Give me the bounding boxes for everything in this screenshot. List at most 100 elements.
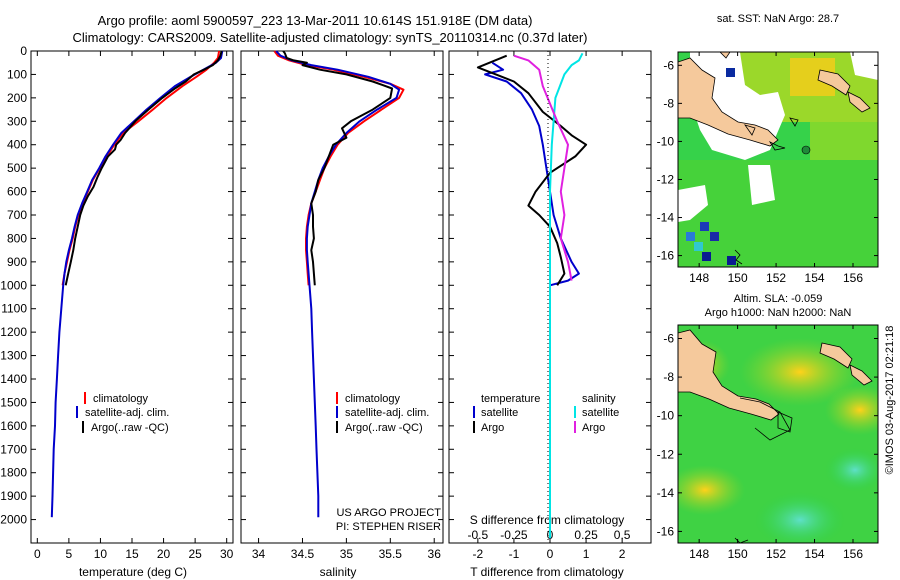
map-x-tick-label: 152: [766, 271, 786, 285]
series-line-t-satellite: [484, 61, 580, 539]
island-land: [847, 91, 871, 113]
map-y-tick-label: -16: [657, 524, 675, 538]
map-y-tick-label: -6: [663, 332, 674, 346]
new-britain-land: [819, 342, 853, 369]
x-tick-label: 30: [220, 547, 234, 561]
map-y-tick-label: -12: [657, 447, 675, 461]
sst-cold-pixel: [694, 242, 703, 251]
y-tick-label: 1300: [0, 349, 27, 363]
x-tick-label: 35: [340, 547, 354, 561]
sst-cloud-gap: [748, 165, 775, 205]
header-line1: Argo profile: aoml 5900597_223 13-Mar-20…: [98, 13, 533, 28]
sst-map: [678, 52, 878, 267]
x-tick-label: 25: [188, 547, 202, 561]
reef-outline: [734, 249, 743, 265]
legend-temperature-title: temperature: [481, 393, 540, 405]
y-tick-label: 1200: [0, 325, 27, 339]
axis-ticks: 0 5 10 15 20 25 300100200300400500600700800900…: [0, 44, 651, 561]
sst-cold-pixel: [710, 232, 719, 241]
salinity-legend: climatology satellite-adj. clim. Argo(..…: [336, 392, 441, 533]
y-tick-label: 600: [7, 185, 27, 199]
y-tick-label: 500: [7, 161, 27, 175]
map-y-tick-label: -12: [657, 172, 675, 186]
y-tick-label: 2000: [0, 513, 27, 527]
argo-float-marker: [801, 145, 811, 155]
island-outline: [789, 117, 799, 127]
map-x-tick-label: 156: [843, 547, 863, 561]
new-guinea-land: [678, 57, 779, 147]
sla-low: [755, 492, 845, 543]
x-tick-label: 2: [619, 547, 626, 561]
island-outline: [744, 124, 756, 136]
map-x-tick-label: 148: [689, 547, 709, 561]
x-top-tick-label: 0.25: [574, 528, 598, 542]
y-tick-label: 0: [20, 44, 27, 58]
x-tick-label: 15: [125, 547, 139, 561]
y-tick-label: 1000: [0, 278, 27, 292]
map-x-tick-label: 154: [805, 271, 825, 285]
legend-t-sat: satellite: [481, 407, 518, 419]
y-tick-label: 1500: [0, 395, 27, 409]
series-line-satellite-adj-clim-: [50, 50, 224, 518]
y-tick-label: 300: [7, 114, 27, 128]
sst-map-title: sat. SST: NaN Argo: 28.7: [717, 13, 839, 25]
reef-outline: [734, 537, 749, 543]
x-tick-label: 35.5: [379, 547, 403, 561]
map-y-tick-label: -14: [657, 211, 675, 225]
y-tick-label: 1600: [0, 419, 27, 433]
project-credit: US ARGO PROJECT: [336, 507, 441, 519]
map-x-tick-label: 150: [728, 547, 748, 561]
sst-cold-pixel: [700, 222, 709, 231]
y-tick-label: 1800: [0, 466, 27, 480]
sla-map-frame: [677, 324, 879, 544]
x-tick-label: 0: [34, 547, 41, 561]
x-tick-label: 34: [252, 547, 266, 561]
legend-s-argo: Argo: [582, 422, 605, 434]
island-land: [849, 364, 873, 386]
sst-mid-band: [810, 122, 878, 162]
y-tick-label: 1700: [0, 442, 27, 456]
legend-climatology: climatology: [93, 393, 149, 405]
y-tick-label: 1400: [0, 372, 27, 386]
legend-climatology: climatology: [345, 393, 401, 405]
map-x-tick-label: 148: [689, 271, 709, 285]
map-x-tick-label: 156: [843, 271, 863, 285]
y-tick-label: 1100: [1, 302, 27, 316]
sst-cloud-gap: [678, 185, 708, 222]
x-top-tick-label: -0.25: [500, 528, 528, 542]
island-outline: [768, 141, 786, 151]
y-tick-label: 800: [7, 231, 27, 245]
y-tick-label: 100: [7, 67, 27, 81]
x-top-tick-label: 0.5: [614, 528, 631, 542]
x-tick-label: 1: [583, 547, 590, 561]
legend-satellite: satellite-adj. clim.: [345, 407, 429, 419]
difference-legend: temperature salinity satellite Argo sate…: [473, 393, 619, 434]
sst-cloud-gap: [850, 52, 878, 80]
sst-cold-pixel: [726, 68, 735, 77]
series-line-argo-raw-qc-: [64, 50, 223, 286]
map-x-tick-label: 152: [766, 547, 786, 561]
series-line-climatology: [61, 50, 221, 286]
legend-argo: Argo(..raw -QC): [345, 422, 423, 434]
sla-low: [825, 448, 878, 492]
y-tick-label: 700: [7, 208, 27, 222]
sst-south: [678, 160, 878, 267]
series-line-s-argo: [513, 54, 573, 281]
series-line-satellite-adj-clim-: [275, 50, 401, 518]
series-line-t-argo: [476, 54, 588, 286]
sst-cold-pixel: [686, 232, 695, 241]
y-tick-label: 400: [7, 138, 27, 152]
y-tick-label: 900: [7, 255, 27, 269]
sla-high: [678, 465, 745, 515]
temperature-legend: climatology satellite-adj. clim. Argo(..…: [76, 392, 169, 434]
pi-credit: PI: STEPHEN RISER: [336, 521, 441, 533]
sla-map: [678, 325, 878, 543]
diff-xlabel-top: S difference from climatology: [470, 513, 625, 527]
x-tick-label: 36: [428, 547, 442, 561]
series-line-s-satellite: [549, 52, 584, 539]
map-y-tick-label: -6: [663, 58, 674, 72]
legend-argo: Argo(..raw -QC): [91, 422, 169, 434]
x-tick-label: 0: [547, 547, 554, 561]
map-y-tick-label: -10: [657, 409, 675, 423]
